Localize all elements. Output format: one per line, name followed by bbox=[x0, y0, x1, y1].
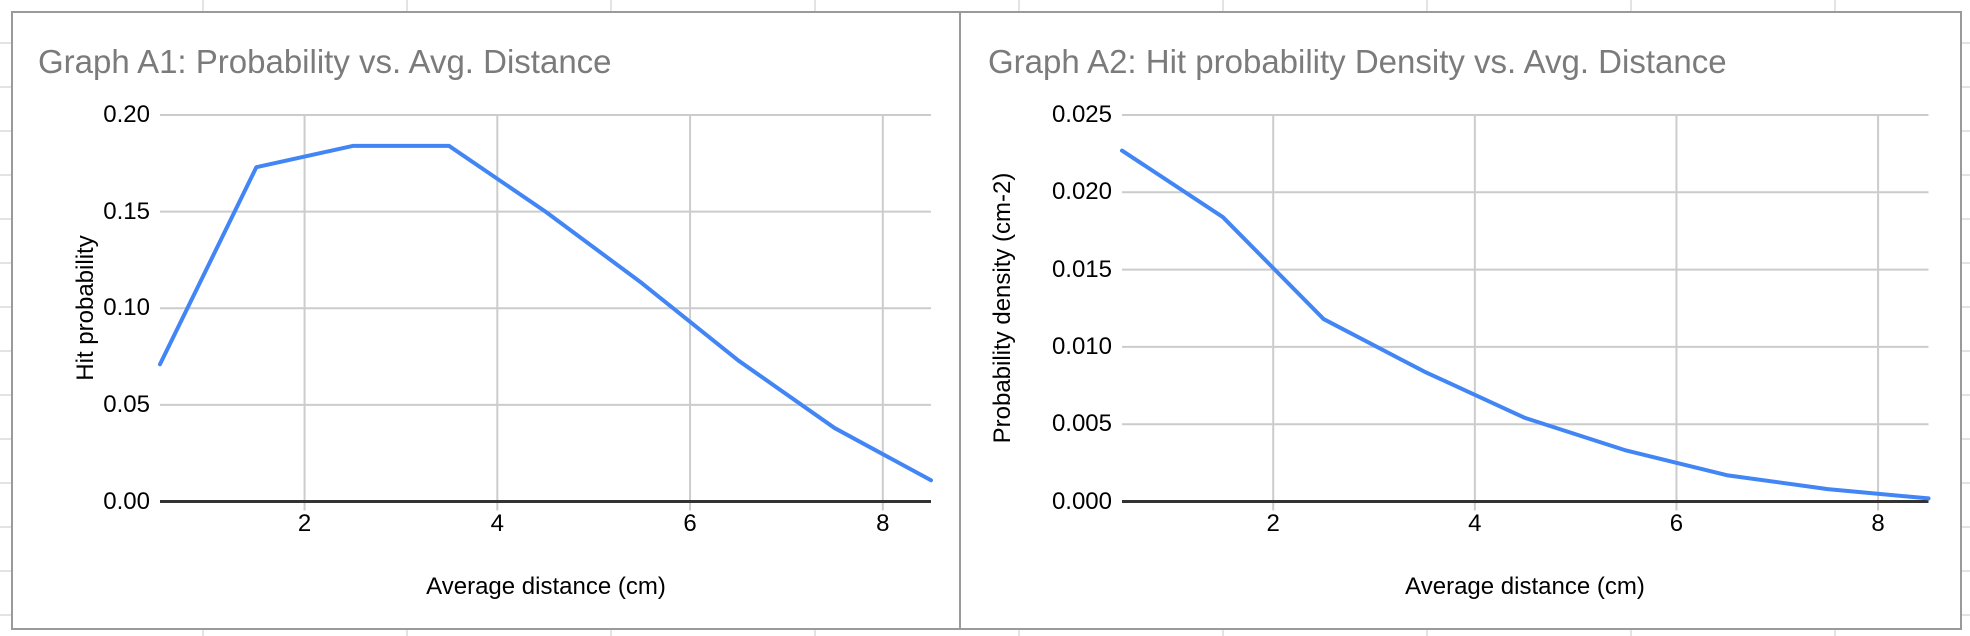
x-tick-label: 4 bbox=[1468, 510, 1482, 537]
chart-card-graph-a2[interactable]: Graph A2: Hit probability Density vs. Av… bbox=[959, 11, 1962, 630]
y-tick-label: 0.005 bbox=[1051, 410, 1112, 438]
y-tick-label: 0.00 bbox=[103, 487, 150, 515]
y-tick-label: 0.15 bbox=[103, 197, 150, 225]
y-tick-label: 0.20 bbox=[103, 101, 150, 128]
x-tick-label: 8 bbox=[876, 510, 890, 537]
y-tick-label: 0.10 bbox=[103, 294, 150, 322]
chart-plot-area-a2 bbox=[1120, 114, 1931, 511]
x-tick-label: 2 bbox=[297, 510, 312, 537]
x-tick-label: 6 bbox=[683, 510, 697, 537]
x-axis-title: Average distance (cm) bbox=[1405, 573, 1645, 600]
y-axis-title: Probability density (cm-2) bbox=[989, 172, 1016, 444]
x-axis-title: Average distance (cm) bbox=[426, 573, 666, 600]
x-tick-label: 8 bbox=[1871, 510, 1885, 537]
y-tick-label: 0.05 bbox=[103, 390, 150, 418]
y-tick-label: 0.010 bbox=[1051, 332, 1112, 360]
chart-title: Graph A1: Probability vs. Avg. Distance bbox=[38, 43, 612, 80]
chart-plot-area-a1 bbox=[158, 114, 933, 511]
series-line bbox=[1120, 148, 1931, 501]
y-tick-label: 0.000 bbox=[1051, 487, 1112, 515]
x-tick-label: 2 bbox=[1266, 510, 1280, 537]
chart-title: Graph A2: Hit probability Density vs. Av… bbox=[988, 43, 1727, 80]
y-tick-label: 0.015 bbox=[1051, 255, 1112, 283]
x-tick-label: 6 bbox=[1669, 510, 1684, 537]
series-line bbox=[158, 143, 933, 483]
y-tick-label: 0.025 bbox=[1051, 101, 1112, 128]
y-tick-label: 0.020 bbox=[1051, 178, 1112, 206]
x-tick-label: 4 bbox=[490, 510, 504, 537]
chart-card-graph-a1[interactable]: Graph A1: Probability vs. Avg. Distance … bbox=[11, 11, 961, 630]
